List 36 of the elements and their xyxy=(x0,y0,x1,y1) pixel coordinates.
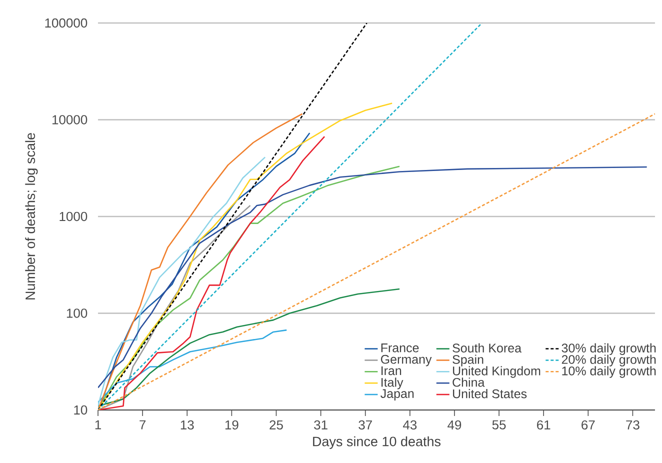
x-tick-label: 55 xyxy=(492,420,506,430)
x-tick-label: 19 xyxy=(225,420,238,430)
y-tick-label: 10 xyxy=(74,405,88,415)
x-tick-label: 61 xyxy=(537,420,550,430)
y-tick-label: 100000 xyxy=(45,18,88,28)
x-tick-label: 31 xyxy=(314,420,328,430)
line-series xyxy=(98,204,251,410)
x-tick-label: 73 xyxy=(626,420,640,430)
y-axis-title: Number of deaths; log scale xyxy=(25,133,38,300)
x-tick-label: 67 xyxy=(582,420,595,430)
legend-label: 10% daily growth xyxy=(562,366,656,378)
y-tick-label: 100 xyxy=(66,308,88,318)
x-axis-title: Days since 10 deaths xyxy=(313,436,441,449)
x-tick-label: 1 xyxy=(95,420,101,430)
line-series xyxy=(98,329,288,403)
x-tick-label: 7 xyxy=(140,420,146,430)
x-tick-label: 25 xyxy=(270,420,283,430)
legend-label: Spain xyxy=(452,354,484,366)
legend-label: France xyxy=(381,344,419,352)
legend-label: 20% daily growth xyxy=(562,354,656,366)
y-tick-label: 10000 xyxy=(52,115,88,124)
x-tick-label: 37 xyxy=(358,420,372,430)
legend-label: 30% daily growth xyxy=(562,343,656,355)
legend-label: Iran xyxy=(382,366,402,376)
legend-label: United States xyxy=(453,389,527,398)
legend-label: Japan xyxy=(380,389,414,400)
legend-label: China xyxy=(452,378,485,387)
line-series xyxy=(98,156,266,407)
x-tick-label: 13 xyxy=(180,420,194,430)
legend-label: Italy xyxy=(382,378,404,390)
legend-label: South Korea xyxy=(452,343,522,352)
x-tick-label: 43 xyxy=(402,420,417,430)
y-tick-label: 1000 xyxy=(60,212,88,222)
legend-label: United Kingdom xyxy=(453,366,540,378)
legend-label: Germany xyxy=(380,354,432,366)
x-tick-label: 49 xyxy=(448,420,462,430)
